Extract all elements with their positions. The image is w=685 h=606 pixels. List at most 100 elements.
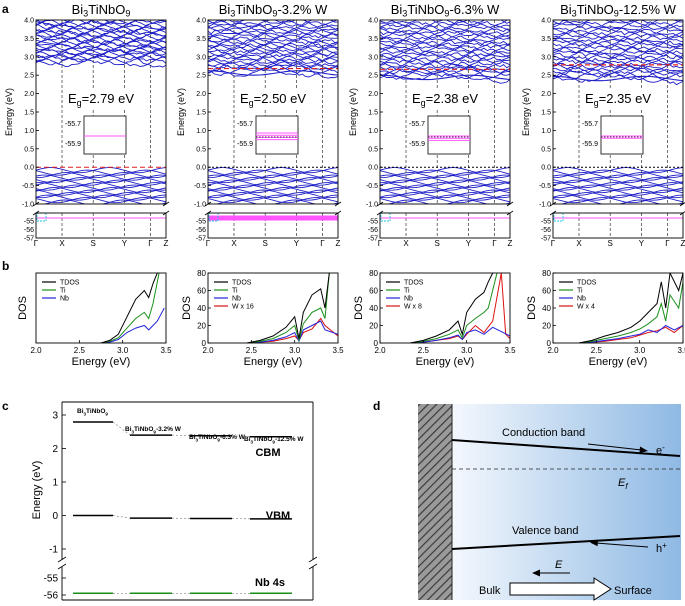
- conduction-band: [208, 46, 338, 60]
- dos-ylabel: DOS: [17, 296, 29, 320]
- valence-band: [36, 177, 166, 184]
- valence-band: [380, 194, 510, 201]
- text-part: Bi: [391, 2, 403, 17]
- dos-curve-ti: [246, 273, 330, 343]
- dos-curve-tdos: [578, 273, 683, 343]
- axis-break-mark: [204, 210, 212, 216]
- conduction-band: [380, 32, 510, 47]
- y-tick-label: 60: [542, 287, 551, 296]
- gap-label-bg: [581, 88, 661, 108]
- y-tick-label: 0.0: [541, 165, 551, 172]
- dos-curve-ti: [578, 281, 683, 343]
- cbm-connector: [231, 435, 251, 438]
- dos-xlabel: Energy (eV): [72, 356, 131, 368]
- conduction-band: [380, 59, 510, 73]
- band-alignment-panel: Energy (eV) 3210-1-55-56Bi3TiNbO9Bi3TiNb…: [31, 401, 318, 602]
- text-part: Bi: [560, 2, 572, 17]
- valence-band: [36, 172, 166, 179]
- conduction-band: [380, 47, 510, 62]
- axis-break-mark: [679, 211, 685, 216]
- text-part: 9: [153, 430, 156, 435]
- legend-entry: Ti: [60, 288, 66, 295]
- kpoint-label: S: [435, 239, 440, 248]
- bulk-region-shading: [451, 404, 681, 600]
- y-tick-label: 0: [52, 511, 58, 522]
- dos-xlabel: Energy (eV): [589, 356, 648, 368]
- text-part: E: [68, 91, 77, 106]
- conduction-band: [553, 40, 683, 54]
- inset-tick: -55.9: [237, 141, 253, 148]
- text-part: 9: [444, 9, 449, 19]
- valence-band: [553, 174, 683, 181]
- axis-break-mark: [376, 210, 384, 216]
- text-part: 3: [132, 430, 135, 435]
- y-tick-label: 1: [52, 478, 58, 489]
- valence-band: [380, 172, 510, 179]
- text-part: 9: [272, 9, 277, 19]
- impurity-band: [380, 74, 510, 81]
- core-level-inset: [600, 115, 644, 155]
- y-tick-label: 1.0: [368, 128, 378, 135]
- conduction-band: [208, 51, 338, 65]
- text-part: 3: [83, 9, 88, 19]
- kpoint-label: Y: [466, 239, 472, 248]
- valence-band: [36, 179, 166, 186]
- dos-axis-frame: [35, 272, 167, 344]
- text-part: Bi: [244, 436, 251, 443]
- y-tick-label: -1.0: [22, 202, 34, 209]
- valence-band: [36, 187, 166, 194]
- conduction-band: [380, 56, 510, 70]
- dos-curve-w: [246, 317, 338, 343]
- conduction-band: [553, 20, 683, 26]
- x-tick-label: 3.0: [634, 346, 646, 355]
- valence-band: [214, 199, 338, 204]
- band-panel-title: Bi3TiNbO9-12.5% W: [560, 2, 677, 19]
- y-tick-label: 1.0: [541, 128, 551, 135]
- valence-band: [208, 192, 338, 199]
- y-tick-label: -0.5: [22, 183, 34, 190]
- y-tick-label: 2.0: [368, 91, 378, 98]
- y-tick-label: 3.5: [541, 36, 551, 43]
- band-lines: [208, 20, 338, 204]
- dos-axis-frame: [207, 272, 339, 344]
- kpoint-label: Γ: [148, 239, 153, 248]
- conduction-band: [553, 27, 683, 41]
- legend-entry: Nb: [577, 296, 586, 303]
- valence-band: [208, 167, 338, 174]
- kpoint-label: S: [91, 239, 96, 248]
- bulk-to-surface-arrow: [509, 577, 612, 601]
- text-part: 9: [105, 412, 108, 417]
- y-tick-label: -56: [196, 227, 206, 234]
- y-tick-label: 80: [542, 269, 551, 278]
- legend-entry: Nb: [232, 296, 241, 303]
- text-part: -6.3% W: [449, 2, 500, 17]
- valence-band: [36, 167, 166, 174]
- y-tick-label: 1.5: [196, 110, 206, 117]
- y-tick-label: 60: [197, 287, 206, 296]
- axis-break-mark: [57, 556, 67, 563]
- kpoint-label: S: [608, 239, 613, 248]
- axis-break-mark: [334, 201, 342, 207]
- x-tick-label: 3.0: [461, 346, 473, 355]
- inset-tick: -55.7: [237, 121, 253, 128]
- conduction-band: [553, 67, 683, 81]
- valence-band: [380, 184, 510, 191]
- conduction-band: [553, 70, 683, 83]
- valence-band: [553, 172, 683, 179]
- conduction-band: [208, 20, 314, 27]
- dos-curves: [410, 273, 510, 343]
- y-tick-label: 3.0: [196, 54, 206, 61]
- dos-curve-tdos: [246, 273, 330, 343]
- gap-label-bg: [408, 88, 488, 108]
- vbm-connector: [112, 515, 131, 519]
- text-part: TiNbO: [407, 2, 444, 17]
- band-panel-2: Bi3TiNbO9-3.2% W Eg=2.50 eV -55.7 -55.9 4.0 3…: [176, 2, 342, 248]
- text-part: g: [594, 98, 599, 108]
- band-gap-label: Eg=2.35 eV: [585, 91, 651, 108]
- band-ylabel: Energy (eV): [176, 88, 186, 136]
- band-axis-frame-lower: [552, 212, 684, 239]
- band-gap-label: Eg=2.79 eV: [68, 91, 134, 108]
- band-axis-frame-lower: [379, 212, 511, 239]
- text-part: E: [240, 91, 249, 106]
- conduction-band: [553, 43, 683, 58]
